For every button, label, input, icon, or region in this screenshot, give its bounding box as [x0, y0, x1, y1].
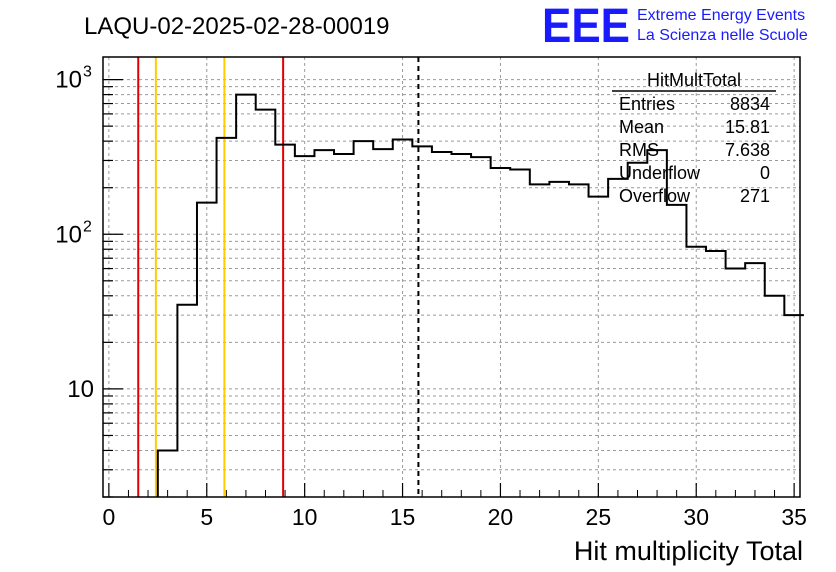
y-tick-label: 10 [55, 221, 82, 248]
stats-row-value: 0 [760, 163, 770, 183]
logo-mark: EEE [542, 0, 630, 53]
grid-lines [103, 57, 800, 498]
x-tick-label: 20 [488, 504, 514, 530]
stats-row-label: Underflow [619, 163, 701, 183]
x-tick-label: 30 [683, 504, 709, 530]
histogram-outline [156, 93, 804, 497]
stats-row-label: Mean [619, 117, 664, 137]
y-tick-exponent: 3 [83, 64, 92, 81]
eee-logo: EEE Extreme Energy Events La Scienza nel… [542, 0, 808, 53]
stats-row-value: 15.81 [725, 117, 770, 137]
stats-row-label: RMS [619, 140, 659, 160]
stats-title: HitMultTotal [647, 70, 741, 90]
y-tick-label: 10 [55, 67, 82, 94]
stats-row-value: 8834 [730, 94, 770, 114]
plot-frame [102, 56, 801, 498]
logo-line-2: La Scienza nelle Scuole [637, 27, 808, 44]
x-axis: 0 5 10 15 20 25 30 35 [102, 483, 807, 530]
x-tick-label: 10 [292, 504, 318, 530]
stats-row-label: Entries [619, 94, 675, 114]
x-axis-label: Hit multiplicity Total [574, 536, 803, 566]
stats-box: HitMultTotal Entries 8834 Mean 15.81 RMS 7.63… [612, 70, 776, 206]
x-tick-label: 25 [586, 504, 612, 530]
stats-row-label: Overflow [619, 186, 691, 206]
stats-row-value: 271 [740, 186, 770, 206]
x-tick-label: 5 [200, 504, 213, 530]
x-tick-label: 15 [390, 504, 416, 530]
logo-line-1: Extreme Energy Events [637, 7, 805, 24]
y-tick-label: 10 [67, 376, 94, 403]
x-tick-label: 0 [102, 504, 115, 530]
stats-row-value: 7.638 [725, 140, 770, 160]
x-tick-label: 35 [781, 504, 807, 530]
y-tick-exponent: 2 [83, 218, 92, 235]
marker-lines [137, 57, 420, 497]
chart-title: LAQU-02-2025-02-28-00019 [84, 13, 390, 40]
